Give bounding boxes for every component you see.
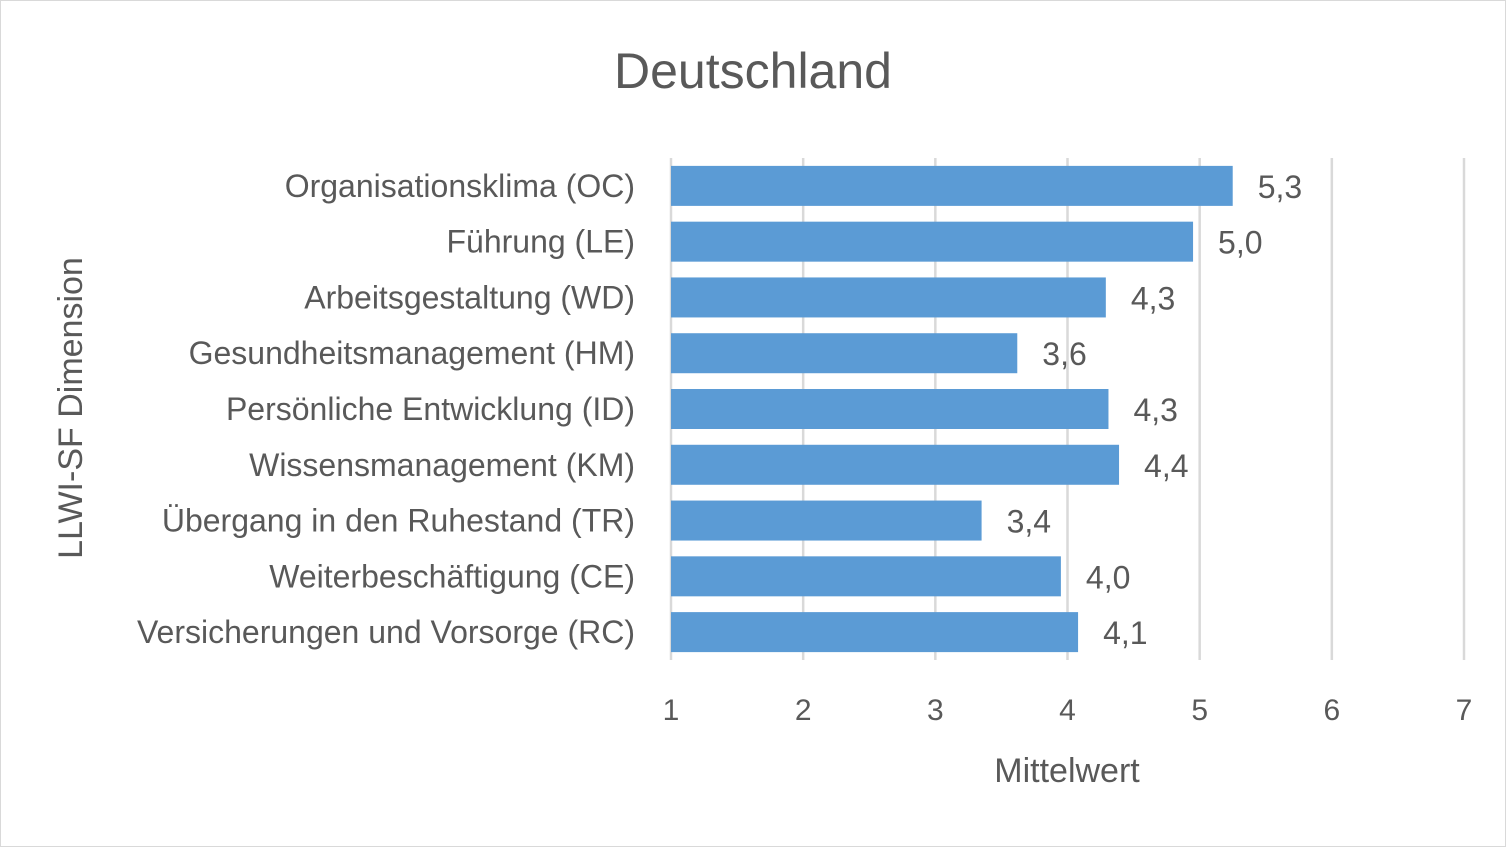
bar — [671, 500, 982, 541]
category-label: Arbeitsgestaltung (WD) — [304, 279, 635, 315]
data-label: 4,0 — [1086, 559, 1130, 595]
category-label: Organisationsklima (OC) — [285, 168, 635, 204]
bar — [671, 612, 1079, 653]
x-tick-label: 3 — [927, 694, 944, 727]
category-label: Führung (LE) — [446, 224, 635, 260]
data-label: 4,4 — [1144, 448, 1188, 484]
bar — [671, 444, 1120, 485]
data-label: 5,3 — [1258, 169, 1302, 205]
bar — [671, 333, 1018, 374]
category-label: Wissensmanagement (KM) — [249, 447, 635, 483]
bar — [671, 221, 1194, 262]
data-label: 4,3 — [1131, 280, 1175, 316]
bar — [671, 389, 1109, 429]
category-label: Weiterbeschäftigung (CE) — [269, 558, 635, 594]
data-label: 4,3 — [1133, 392, 1177, 428]
data-label: 5,0 — [1218, 225, 1262, 261]
category-label: Übergang in den Ruhestand (TR) — [162, 503, 635, 539]
data-label: 4,1 — [1103, 615, 1147, 651]
category-label: Versicherungen und Vorsorge (RC) — [137, 614, 635, 650]
x-tick-label: 1 — [663, 694, 680, 727]
y-axis-title: LLWI-SF Dimension — [52, 257, 90, 559]
data-label: 3,4 — [1007, 504, 1051, 540]
category-label: Gesundheitsmanagement (HM) — [189, 335, 635, 371]
chart-title: Deutschland — [614, 43, 892, 99]
category-label: Persönliche Entwicklung (ID) — [226, 391, 635, 427]
x-axis-title: Mittelwert — [994, 752, 1140, 790]
x-tick-label: 6 — [1323, 694, 1340, 727]
bar — [671, 277, 1106, 318]
data-label: 3,6 — [1042, 336, 1086, 372]
x-tick-label: 7 — [1456, 694, 1473, 727]
x-tick-label: 5 — [1191, 694, 1208, 727]
x-tick-label: 4 — [1059, 694, 1076, 727]
bar — [671, 165, 1233, 206]
x-tick-label: 2 — [795, 694, 812, 727]
bar — [671, 556, 1061, 597]
